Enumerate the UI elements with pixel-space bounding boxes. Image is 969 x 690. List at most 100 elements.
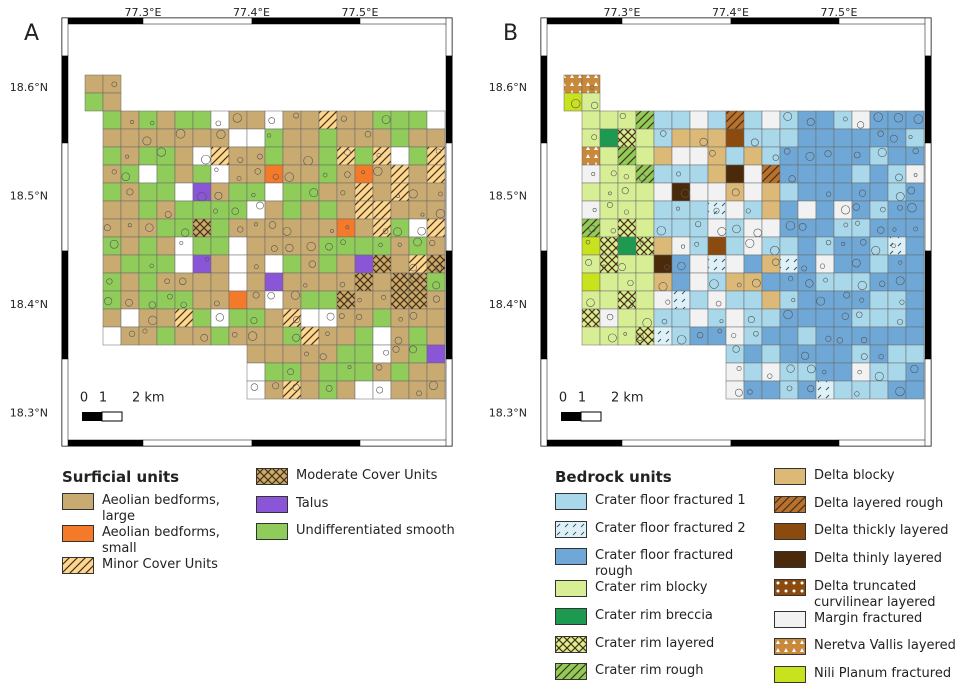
- map-tile: [265, 183, 283, 201]
- map-tile: [319, 273, 337, 291]
- map-tile: [582, 165, 600, 183]
- map-tile: [816, 201, 834, 219]
- map-tile: [852, 219, 870, 237]
- frame-bar: [541, 18, 547, 56]
- map-tile: [301, 111, 319, 129]
- legend-label: Nili Planum fractured: [814, 666, 969, 682]
- map-tile: [121, 129, 139, 147]
- map-tile: [834, 273, 852, 291]
- map-tile: [103, 129, 121, 147]
- frame-bar: [143, 440, 252, 446]
- map-tile: [636, 327, 654, 345]
- map-tile: [193, 111, 211, 129]
- map-tile: [906, 363, 924, 381]
- map-tile: [690, 327, 708, 345]
- map-tile: [888, 381, 906, 399]
- map-tile: [888, 201, 906, 219]
- map-tile: [391, 363, 409, 381]
- map-tile: [265, 237, 283, 255]
- map-tile: [391, 165, 409, 183]
- lon-label: 77.5°E: [821, 6, 858, 19]
- legend: Bedrock unitsCrater floor fractured 1Cra…: [555, 468, 969, 690]
- map-tile: [834, 345, 852, 363]
- map-tile: [157, 183, 175, 201]
- legend-label: Crater floor fractured 2: [595, 521, 755, 537]
- map-tile: [852, 309, 870, 327]
- map-tile: [157, 201, 175, 219]
- map-tile: [600, 165, 618, 183]
- map-tile: [600, 219, 618, 237]
- map-tile: [870, 255, 888, 273]
- map-tile: [193, 309, 211, 327]
- map-tile: [618, 237, 636, 255]
- map-tile: [85, 75, 103, 93]
- frame-bar: [446, 18, 452, 56]
- legend-item: Delta thinly layered: [774, 551, 969, 579]
- map-tile: [690, 291, 708, 309]
- swatch-fill: [257, 469, 288, 485]
- map-tile: [600, 273, 618, 291]
- swatch-fill: [775, 639, 806, 655]
- map-tile: [798, 219, 816, 237]
- map-tile: [247, 363, 265, 381]
- map-tile: [906, 309, 924, 327]
- scale-label: 0: [80, 391, 88, 406]
- map-tile: [600, 111, 618, 129]
- legend-label: Crater rim rough: [595, 663, 755, 679]
- legend-item: Crater floor fractured 2: [555, 521, 760, 549]
- swatch-fill: [775, 552, 806, 568]
- map-tile: [564, 75, 582, 93]
- map-tile: [175, 183, 193, 201]
- map-tile: [139, 237, 157, 255]
- frame-bar: [541, 143, 547, 251]
- map-tile: [211, 309, 229, 327]
- map-tile: [193, 327, 211, 345]
- map-tile: [834, 237, 852, 255]
- map-tile: [211, 129, 229, 147]
- swatch-fill: [775, 579, 806, 595]
- map-tile: [337, 345, 355, 363]
- lat-label: 18.5°N: [10, 190, 48, 203]
- map-tile: [834, 147, 852, 165]
- map-tile: [888, 309, 906, 327]
- legend-swatch: [256, 468, 288, 485]
- map-tile: [888, 363, 906, 381]
- map-tile: [672, 291, 690, 309]
- map-tile: [636, 219, 654, 237]
- map-tile: [564, 93, 582, 111]
- map-tile: [744, 327, 762, 345]
- map-tile: [247, 273, 265, 291]
- legend-label: Delta thickly layered: [814, 523, 969, 539]
- swatch-fill: [775, 524, 806, 540]
- map-tile: [600, 201, 618, 219]
- map-tile: [672, 111, 690, 129]
- map-tile: [708, 273, 726, 291]
- map-tile: [427, 291, 445, 309]
- lat-label: 18.6°N: [489, 81, 527, 94]
- map-tile: [816, 183, 834, 201]
- scale-label: 0: [559, 391, 567, 406]
- map-tile: [409, 363, 427, 381]
- legend-label: Talus: [296, 496, 456, 512]
- map-tile: [636, 273, 654, 291]
- map-tile: [618, 165, 636, 183]
- legend-item: Delta truncated curvilinear layered: [774, 579, 969, 611]
- legend-swatch: [774, 496, 806, 513]
- map-tile: [690, 309, 708, 327]
- legend-label: Aeolian bedforms, small: [102, 525, 242, 557]
- map-tile: [582, 75, 600, 93]
- map-tile: [636, 201, 654, 219]
- map-tile: [906, 291, 924, 309]
- frame-bar: [925, 251, 931, 359]
- map-tile: [654, 291, 672, 309]
- map-tile: [600, 291, 618, 309]
- map-tile: [690, 237, 708, 255]
- map-tile: [301, 237, 319, 255]
- map-tile: [798, 273, 816, 291]
- map-tile: [906, 201, 924, 219]
- map-tile: [582, 327, 600, 345]
- map-tile: [265, 201, 283, 219]
- map-tile: [582, 273, 600, 291]
- map-tile: [654, 183, 672, 201]
- map-tile: [690, 255, 708, 273]
